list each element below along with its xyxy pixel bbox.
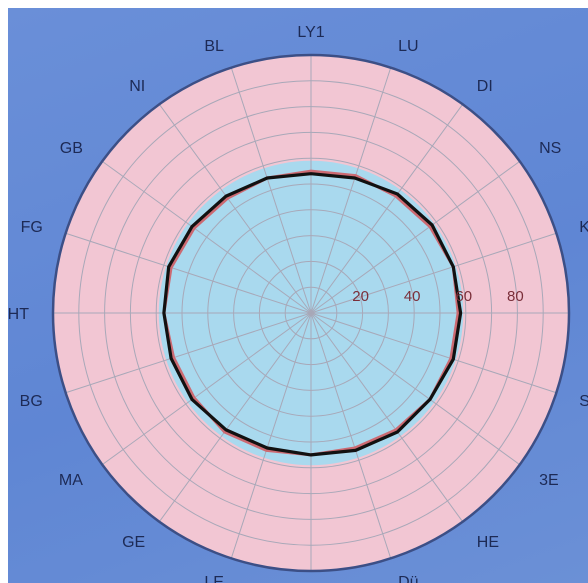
spoke-label-11: LE (204, 574, 224, 583)
spoke-line-18 (158, 103, 312, 314)
series-1-point-18 (225, 195, 227, 197)
series-0-point-18 (226, 197, 229, 199)
grid-layer (51, 53, 571, 573)
series-1-point-19 (266, 177, 269, 179)
series-1-point-0 (310, 172, 312, 175)
spoke-label-15: HT (8, 306, 29, 323)
series-1-point-13 (191, 398, 193, 401)
series-1-point-8 (396, 431, 399, 433)
spoke-label-6: SW (579, 393, 588, 410)
spoke-label-18: NI (129, 78, 145, 95)
series-1-point-9 (354, 449, 357, 452)
radial-tick-label-0: 20 (352, 288, 369, 305)
series-0-point-3 (429, 225, 431, 228)
spoke-line-7 (310, 312, 521, 466)
radial-tick-label-2: 60 (455, 288, 472, 305)
spoke-label-7: 3E (539, 472, 559, 489)
spoke-line-9 (310, 312, 392, 559)
spoke-line-4 (310, 232, 557, 314)
spoke-line-19 (230, 67, 312, 314)
series-1-point-17 (191, 225, 193, 228)
outer-rim (51, 53, 571, 573)
spoke-line-14 (65, 312, 312, 394)
series-0-point-8 (395, 429, 397, 431)
spoke-line-6 (310, 312, 557, 394)
series-0-point-2 (395, 195, 397, 197)
spoke-label-1: LU (398, 38, 418, 55)
spoke-line-3 (310, 160, 521, 314)
series-0-point-17 (193, 227, 195, 229)
spoke-line-1 (310, 67, 392, 314)
series-0-point-16 (170, 266, 172, 269)
series-0-point-1 (354, 174, 357, 177)
spoke-label-14: BG (20, 393, 43, 410)
series-1-point-10 (310, 454, 312, 456)
series-0-point-9 (354, 447, 356, 449)
series-0-point-6 (450, 357, 452, 360)
series-1-point-11 (266, 447, 269, 449)
spoke-line-12 (158, 312, 312, 523)
series-1-point-2 (396, 193, 399, 195)
series-1-point-1 (354, 177, 356, 179)
series-1-point-4 (452, 266, 455, 268)
spoke-line-16 (65, 232, 312, 314)
series-0-point-5 (457, 312, 459, 314)
spoke-label-4: KF (579, 219, 588, 236)
spoke-label-13: MA (59, 472, 83, 489)
spoke-label-16: FG (21, 219, 43, 236)
spoke-label-9: Dü (398, 574, 418, 583)
series-layer (162, 169, 463, 457)
series-1-point-15 (163, 312, 165, 314)
spoke-label-19: BL (204, 38, 224, 55)
spoke-label-12: GE (122, 534, 145, 551)
series-1-point-3 (431, 224, 433, 226)
radial-tick-label-1: 40 (404, 288, 421, 305)
spoke-line-11 (230, 312, 312, 559)
series-0-point-14 (172, 356, 175, 359)
spoke-label-8: HE (477, 534, 499, 551)
spoke-label-17: GB (60, 140, 83, 157)
spoke-line-8 (310, 312, 464, 523)
series-0-point-11 (265, 449, 268, 452)
radar-chart: 20 40 60 80 LY1LUDINSKFASW3EHEDüMPLEGEMABGH… (8, 24, 588, 583)
radial-tick-label-3: 80 (507, 288, 524, 305)
spoke-line-13 (101, 312, 312, 466)
spoke-label-layer: LY1LUDINSKFASW3EHEDüMPLEGEMABGHTFGGBNIBL (8, 24, 588, 583)
spoke-label-0: LY1 (297, 24, 324, 41)
series-1-point-5 (459, 312, 462, 314)
series-0-point-0 (310, 170, 312, 172)
spoke-label-3: NS (539, 140, 561, 157)
tick-label-layer: 20 40 60 80 (352, 288, 523, 305)
series-1-point-14 (170, 357, 172, 360)
spoke-line-2 (310, 103, 464, 314)
series-0-point-12 (223, 431, 226, 433)
series-1-point-12 (225, 429, 227, 431)
series-1-point-16 (167, 266, 170, 268)
series-0-point-13 (193, 397, 195, 399)
spoke-line-17 (101, 160, 312, 314)
spoke-label-2: DI (477, 78, 493, 95)
series-1-point-7 (429, 398, 431, 401)
series-1-point-6 (452, 358, 455, 361)
